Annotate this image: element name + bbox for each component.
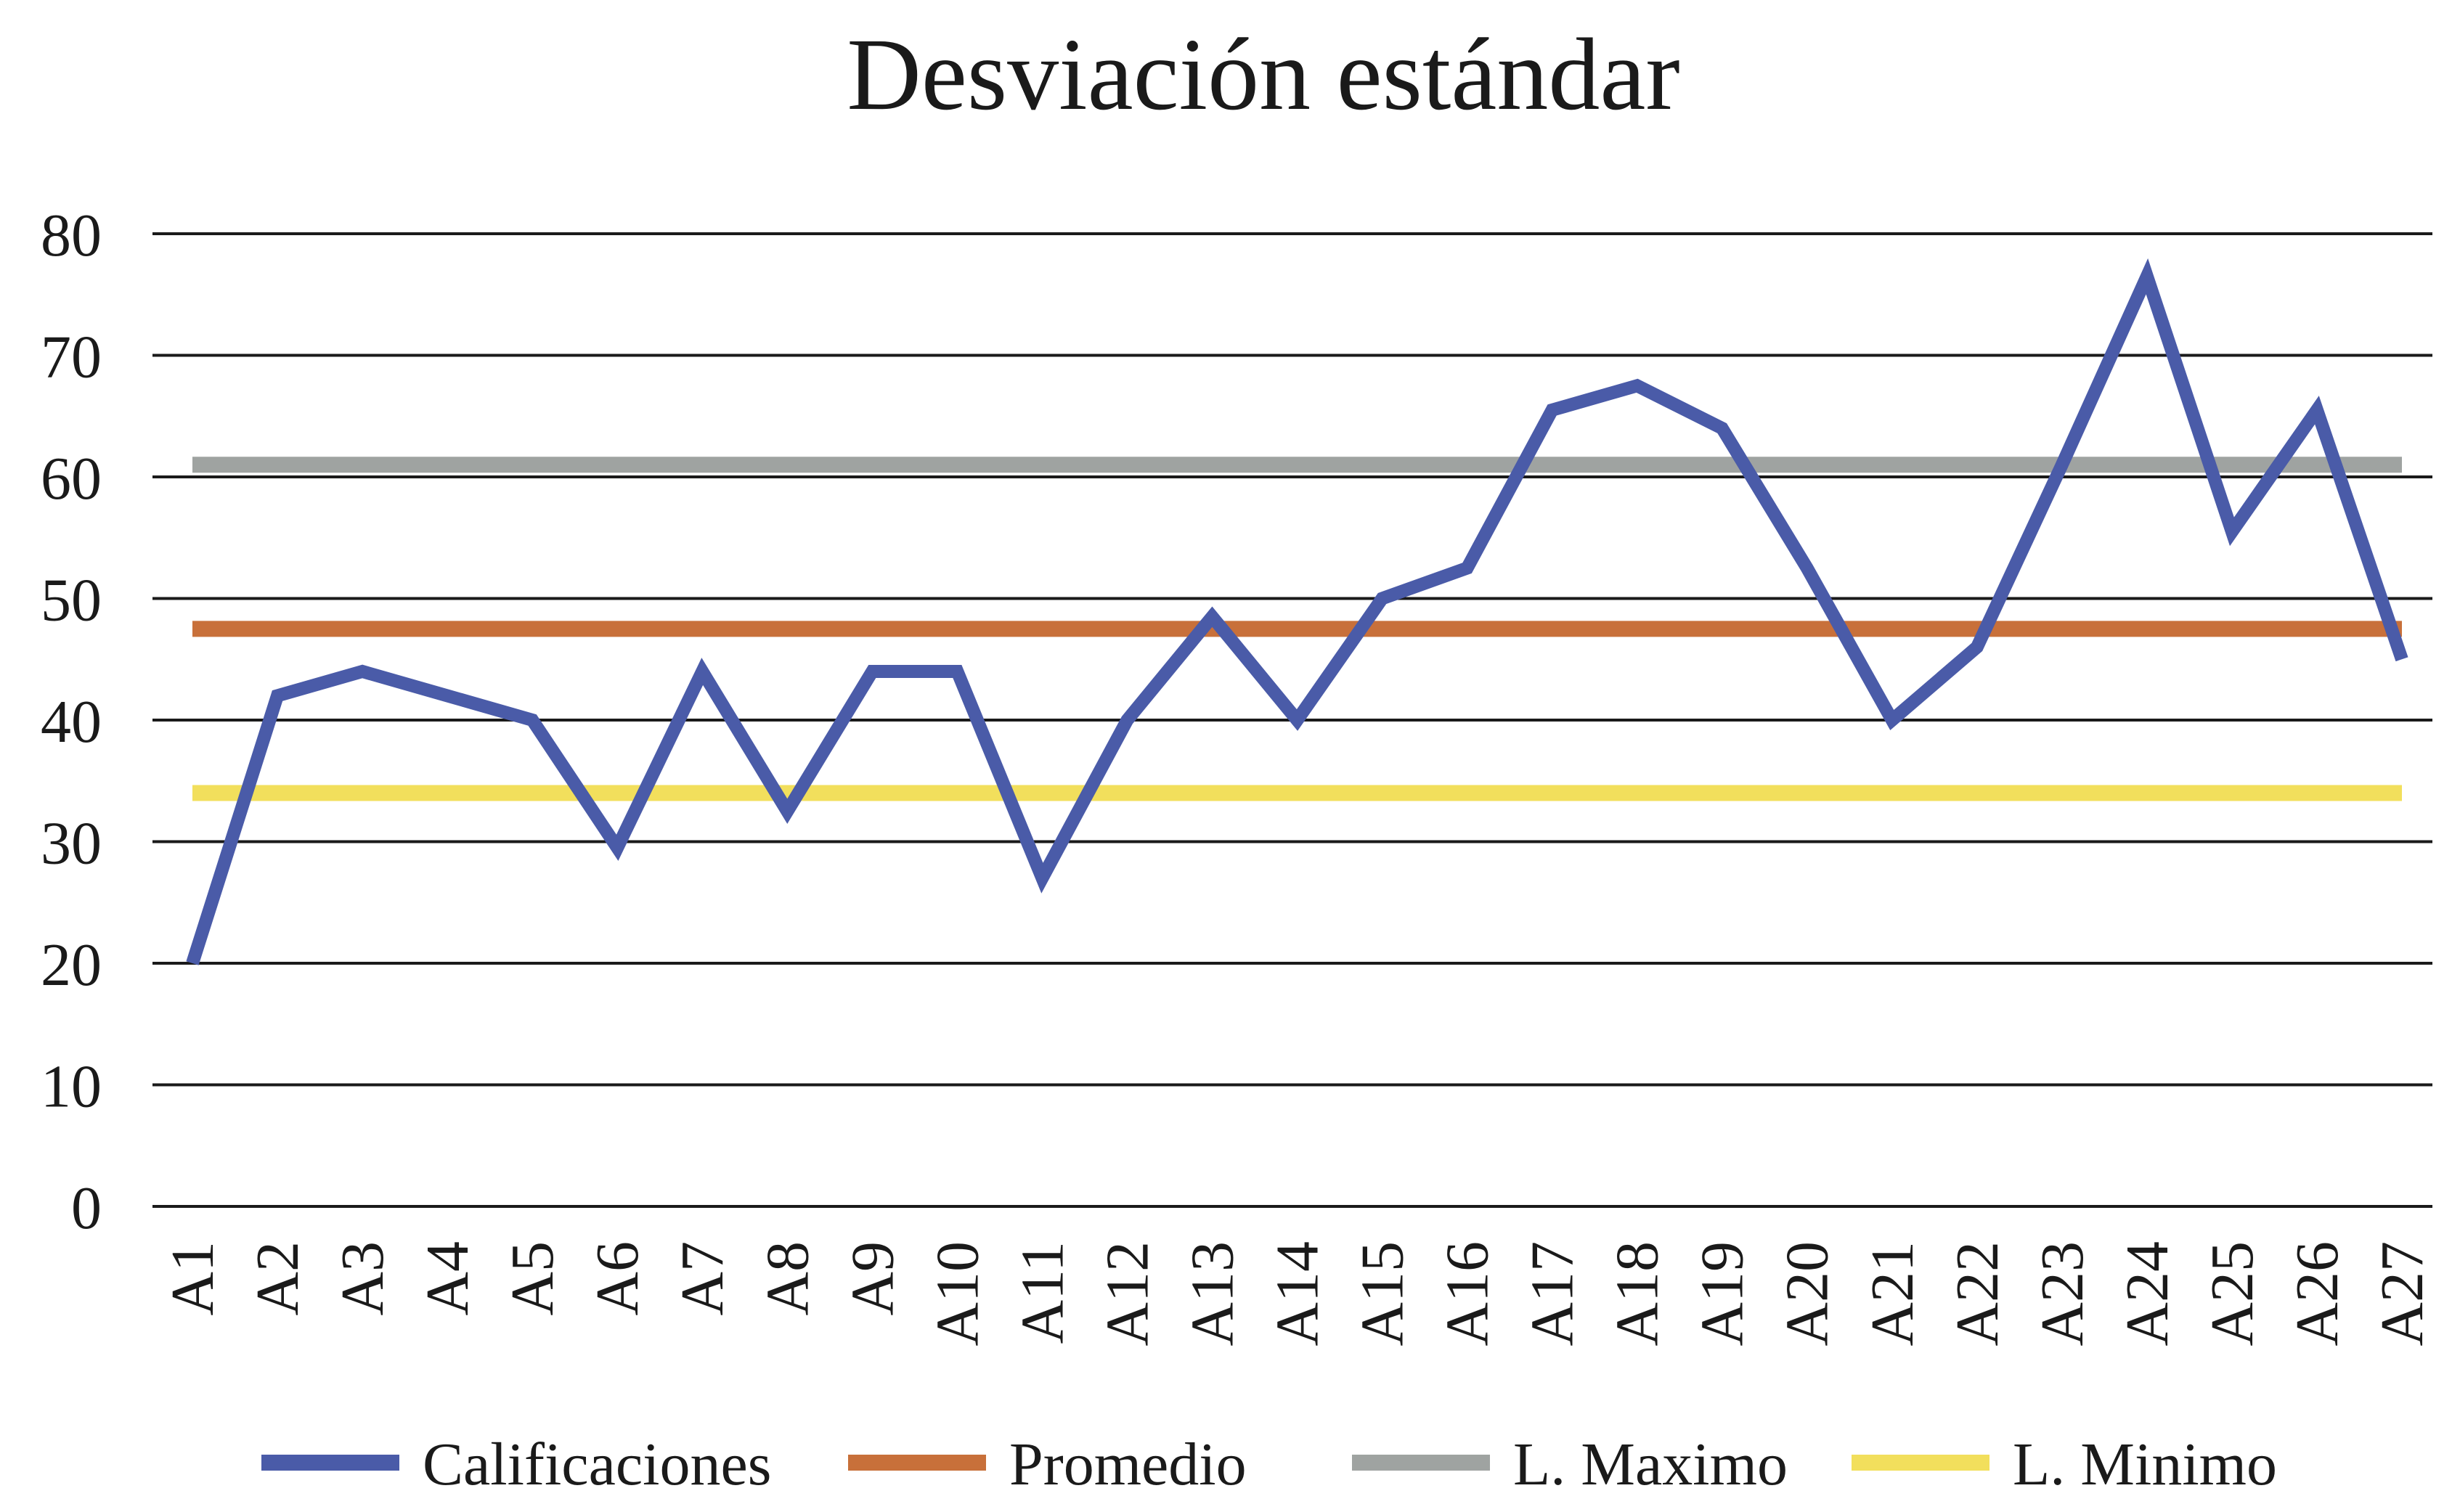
x-tick-label: A11	[1009, 1241, 1076, 1344]
y-tick-label: 80	[41, 202, 102, 269]
x-tick-label: A7	[669, 1241, 736, 1316]
x-tick-label: A20	[1774, 1241, 1841, 1347]
x-tick-label: A9	[839, 1241, 906, 1316]
x-tick-label: A13	[1178, 1241, 1246, 1347]
x-tick-label: A27	[2369, 1241, 2436, 1347]
x-tick-label: A4	[414, 1241, 481, 1316]
x-tick-label: A17	[1519, 1241, 1587, 1347]
y-axis-ticks: 0 10 20 30 40 50 60 70 80	[41, 202, 102, 1242]
y-tick-label: 40	[41, 688, 102, 756]
y-tick-label: 70	[41, 324, 102, 391]
x-tick-label: A24	[2114, 1241, 2181, 1347]
series-line-calificaciones	[186, 258, 2408, 965]
y-tick-label: 20	[41, 931, 102, 999]
y-tick-label: 50	[41, 567, 102, 634]
legend-label: Promedio	[1009, 1431, 1247, 1498]
x-tick-label: A15	[1349, 1241, 1417, 1347]
x-tick-label: A19	[1689, 1241, 1756, 1347]
x-tick-label: A5	[499, 1241, 566, 1316]
x-tick-label: A21	[1859, 1241, 1926, 1347]
x-tick-label: A12	[1093, 1241, 1161, 1347]
x-tick-label: A14	[1264, 1241, 1332, 1347]
x-tick-label: A23	[2029, 1241, 2096, 1347]
y-tick-label: 30	[41, 810, 102, 878]
x-tick-label: A6	[584, 1241, 651, 1316]
chart-title: Desviación estándar	[847, 17, 1679, 131]
y-tick-label: 0	[71, 1174, 102, 1242]
x-tick-label: A8	[754, 1241, 821, 1316]
x-tick-label: A1	[159, 1241, 227, 1316]
legend-label: Calificaciones	[423, 1431, 771, 1498]
legend-label: L. Maximo	[1513, 1431, 1788, 1498]
x-tick-label: A22	[1944, 1241, 2011, 1347]
x-tick-label: A25	[2199, 1241, 2266, 1347]
x-axis-ticks: A1 A2 A3 A4 A5 A6 A7 A8 A9 A10 A11 A12 A13 A14 A15 A16 A…	[159, 1241, 2436, 1347]
x-tick-label: A10	[924, 1241, 991, 1347]
x-tick-label: A26	[2284, 1241, 2351, 1347]
x-tick-label: A18	[1604, 1241, 1671, 1347]
y-tick-label: 10	[41, 1053, 102, 1121]
x-tick-label: A16	[1434, 1241, 1502, 1347]
series-lines	[186, 258, 2408, 965]
y-tick-label: 60	[41, 445, 102, 512]
legend-label: L. Minimo	[2013, 1431, 2277, 1498]
legend: Calificaciones Promedio L. Maximo L. Minimo	[261, 1431, 2277, 1498]
x-tick-label: A3	[329, 1241, 396, 1316]
x-tick-label: A2	[244, 1241, 311, 1316]
